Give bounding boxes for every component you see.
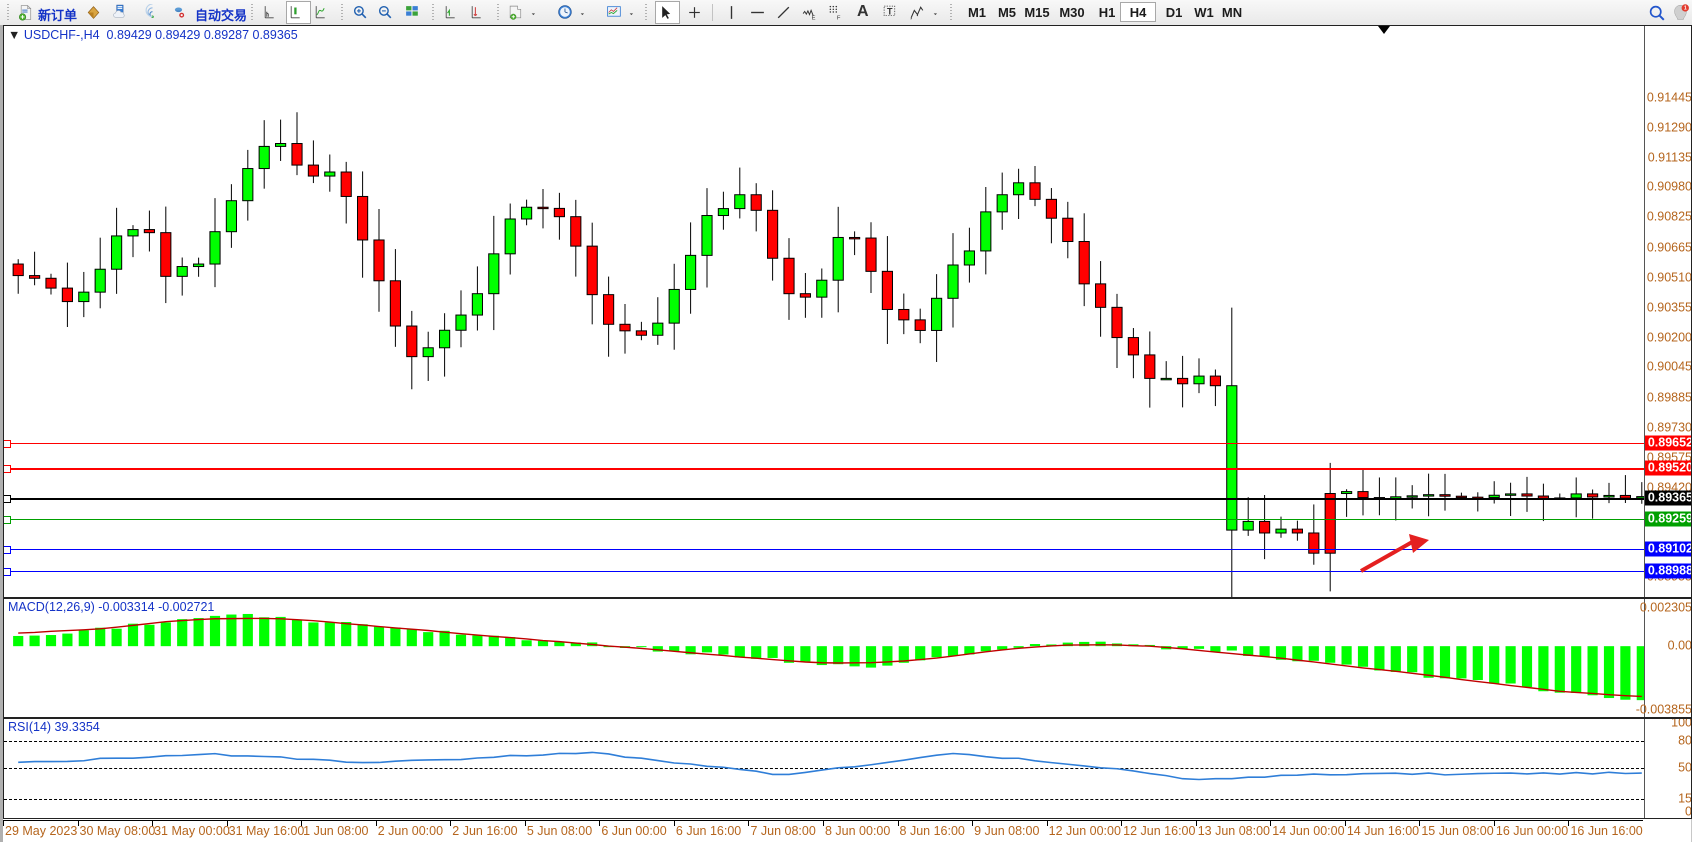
svg-text:E: E <box>812 15 816 21</box>
svg-text:T: T <box>887 6 893 16</box>
svg-text:F: F <box>837 15 841 21</box>
svg-text:1: 1 <box>1684 6 1687 12</box>
